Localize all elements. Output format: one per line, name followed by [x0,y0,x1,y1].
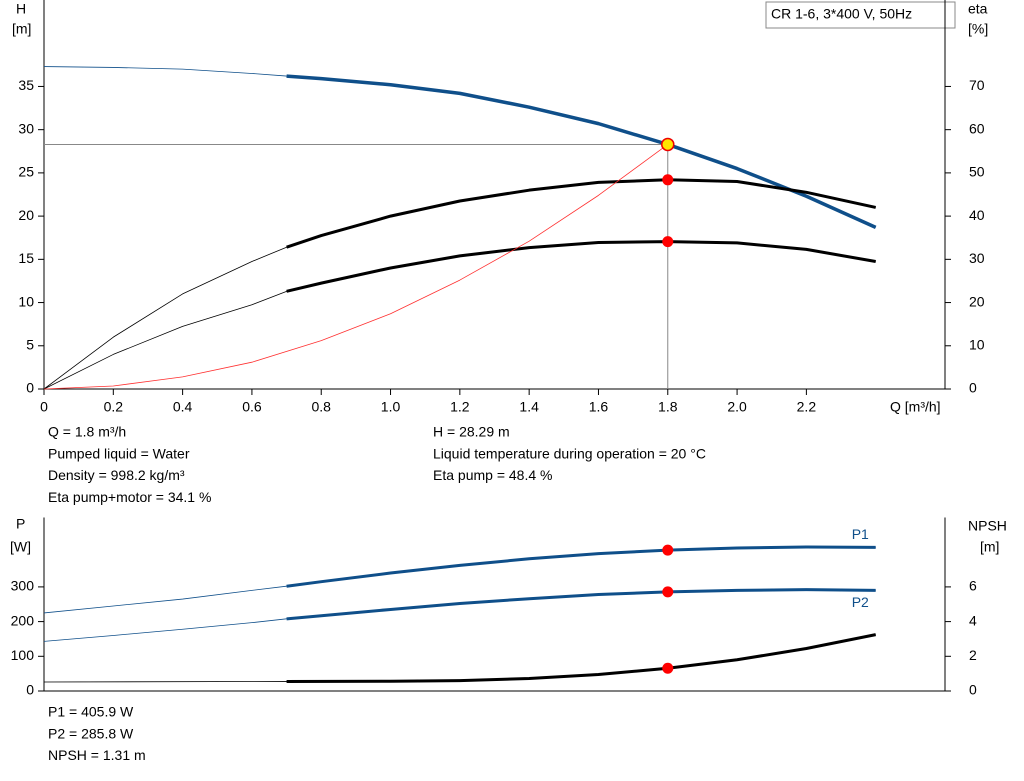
x-tick-label: 1.6 [589,399,609,415]
curve-thin [43,589,876,642]
y2-tick-label: 50 [969,164,985,180]
chart-title: CR 1-6, 3*400 V, 50Hz [771,6,912,22]
x-tick-label: 0.2 [104,399,124,415]
y-tick-label: 0 [26,682,34,698]
x-tick-label: 2.0 [727,399,747,415]
y-tick-label: 35 [18,77,34,93]
x-tick-label: 1.0 [381,399,401,415]
operating-point [662,236,674,248]
y2-tick-label: 60 [969,120,985,136]
x-tick-label: 0.8 [311,399,331,415]
y-tick-label: 0 [26,380,34,396]
curve-thin [43,179,876,390]
y2-tick-label: 2 [969,647,977,663]
operating-point [662,662,674,674]
curve [286,633,876,683]
info-text: Eta pump+motor = 34.1 % [48,489,211,505]
x-tick-label: 2.2 [797,399,817,415]
info-text: H = 28.29 m [433,424,510,440]
series-label: P1 [852,526,869,542]
series-label: P2 [852,594,869,610]
info-text: Liquid temperature during operation = 20… [433,445,706,461]
y2-tick-label: 10 [969,336,985,352]
y2-axis-label: eta [968,1,988,17]
title-box [765,1,956,29]
y-tick-label: 25 [18,164,34,180]
y-tick-label: 20 [18,207,34,223]
y2-axis-label: [%] [968,21,988,37]
y2-tick-label: 70 [969,77,985,93]
x-tick-label: 0.6 [242,399,262,415]
info-text: NPSH = 1.31 m [48,747,146,763]
curve [286,74,877,229]
y2-tick-label: 30 [969,250,985,266]
info-text: Q = 1.8 m³/h [48,424,126,440]
x-axis-label: Q [m³/h] [890,399,941,415]
y-axis-label: [m] [12,21,31,37]
info-text: Density = 998.2 kg/m³ [48,467,185,483]
x-tick-label: 0 [40,399,48,415]
curve [286,545,876,588]
y2-tick-label: 0 [969,682,977,698]
y-tick-label: 30 [18,120,34,136]
x-tick-label: 0.4 [173,399,193,415]
operating-point [661,137,675,152]
info-text: P2 = 285.8 W [48,725,134,741]
curve-thin [43,241,876,390]
y-tick-label: 300 [11,578,35,594]
y-tick-label: 200 [11,612,35,628]
y-axis-label: [W] [10,539,31,555]
y2-tick-label: 0 [969,380,977,396]
info-text: Pumped liquid = Water [48,445,190,461]
info-text: Eta pump = 48.4 % [433,467,552,483]
y2-tick-label: 6 [969,578,977,594]
curve [286,240,876,293]
y2-axis-label: [m] [980,539,999,555]
curve [286,588,876,621]
y-tick-label: 100 [11,647,35,663]
curve-thin [43,66,876,228]
y-tick-label: 10 [18,293,34,309]
y-axis-label: P [16,516,25,532]
info-text: P1 = 405.9 W [48,704,134,720]
x-tick-label: 1.4 [519,399,539,415]
y2-tick-label: 4 [969,612,977,628]
curve [286,178,877,249]
y2-tick-label: 40 [969,207,985,223]
curve-thin [43,144,669,390]
y-axis-label: H [16,1,26,17]
x-tick-label: 1.8 [658,399,678,415]
y-tick-label: 15 [18,250,34,266]
x-tick-label: 1.2 [450,399,470,415]
operating-point [662,544,674,556]
operating-point [662,586,674,598]
y2-axis-label: NPSH [968,518,1007,534]
y-tick-label: 5 [26,336,34,352]
y2-tick-label: 20 [969,293,985,309]
operating-point [662,174,674,186]
